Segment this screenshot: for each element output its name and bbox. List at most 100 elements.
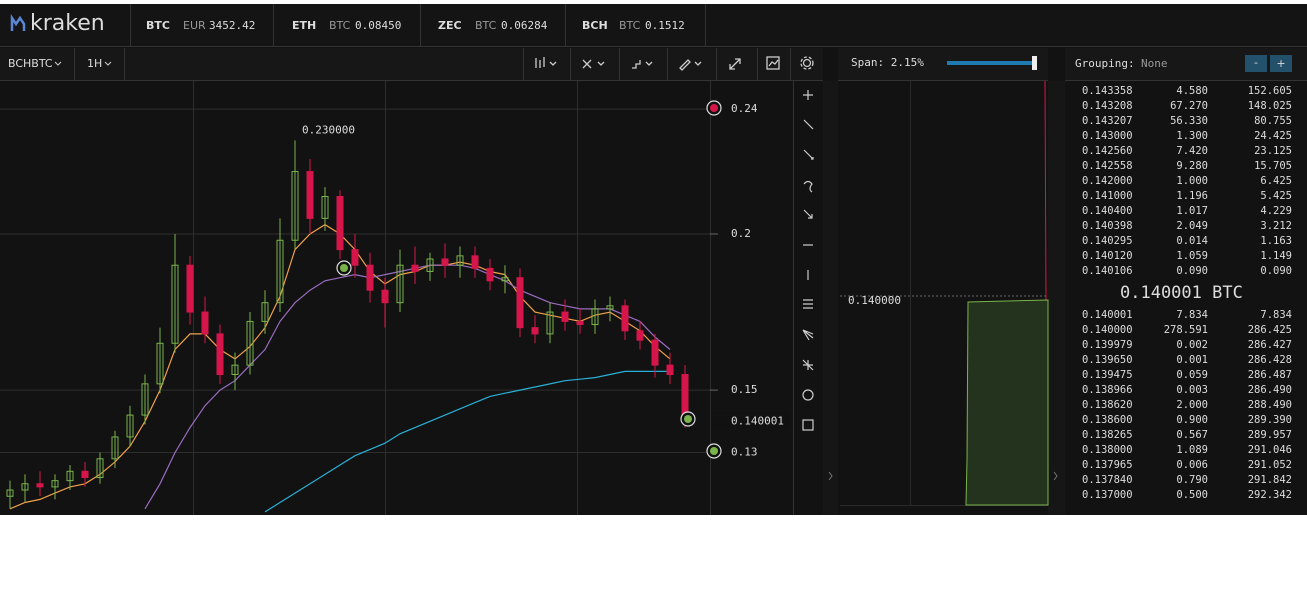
book-total: 148.025: [1248, 100, 1292, 112]
grouping-value[interactable]: None: [1141, 57, 1168, 70]
ticker-symbol: ETH: [292, 19, 316, 32]
book-amount: 1.000: [1176, 175, 1208, 187]
book-amount: 7.834: [1176, 309, 1208, 321]
candle-body: [456, 255, 464, 266]
book-total: 286.490: [1248, 384, 1292, 396]
candle-body: [666, 364, 674, 375]
book-price: 0.143208: [1082, 100, 1133, 112]
book-amount: 2.000: [1176, 399, 1208, 411]
candle-body: [96, 458, 104, 479]
last-price-marker: [712, 412, 790, 431]
interval-select[interactable]: 1H: [87, 57, 102, 70]
order-marker-dot: [684, 415, 692, 423]
book-amount: 0.006: [1176, 459, 1208, 471]
grouping-label: Grouping:: [1075, 57, 1135, 70]
collapse-strip[interactable]: [1048, 81, 1065, 515]
candle-body: [321, 196, 329, 219]
order-marker-dot: [340, 264, 348, 272]
ticker-price: 0.06284: [501, 19, 548, 32]
pair-select[interactable]: BCHBTC: [8, 57, 53, 70]
high-label: 0.230000: [302, 123, 355, 136]
depth-chart: [840, 80, 1049, 506]
book-price: 0.143358: [1082, 85, 1133, 97]
span-handle[interactable]: [1032, 56, 1037, 70]
book-price: 0.137840: [1082, 474, 1133, 486]
candle-body: [561, 311, 569, 322]
book-price: 0.139650: [1082, 354, 1133, 366]
book-amount: 0.003: [1176, 384, 1208, 396]
ticker-price: 0.08450: [355, 19, 401, 32]
candle-body: [516, 277, 524, 329]
book-total: 152.605: [1248, 85, 1292, 97]
depth-span: Span: 2.15%: [851, 56, 924, 69]
logo-mark: [10, 13, 26, 31]
candle-body: [591, 308, 599, 326]
book-price: 0.137965: [1082, 459, 1133, 471]
book-total: 5.425: [1260, 190, 1292, 202]
tickers: BTC EUR 3452.42 ETH BTC 0.08450 ZEC BTC 0.06284 B…: [146, 19, 685, 32]
drawing-tools[interactable]: [802, 90, 814, 431]
book-price: 0.140120: [1082, 250, 1133, 262]
candle-body: [606, 305, 614, 310]
book-amount: 2.049: [1176, 220, 1208, 232]
book-price: 0.142560: [1082, 145, 1133, 157]
book-amount: 0.059: [1176, 369, 1208, 381]
candle-body: [366, 264, 374, 291]
caret: [104, 61, 112, 66]
y-tick-label: 0.15: [731, 383, 758, 396]
group-minus-label: -: [1254, 56, 1258, 69]
group-plus-button[interactable]: [1270, 55, 1292, 72]
collapse-strip[interactable]: [823, 81, 838, 515]
orderbook: 0.143358 4.580 152.605 0.143208 67.270 148.02…: [1082, 85, 1292, 501]
candle-body: [66, 470, 74, 482]
book-total: 291.052: [1248, 459, 1292, 471]
book-price: 0.139979: [1082, 339, 1133, 351]
span-slider[interactable]: [947, 61, 1035, 65]
book-amount: 67.270: [1170, 100, 1208, 112]
candle-body: [216, 333, 224, 375]
book-price: 0.140400: [1082, 205, 1133, 217]
candle-body: [231, 364, 239, 375]
book-amount: 1.059: [1176, 250, 1208, 262]
ticker-symbol: BTC: [146, 19, 170, 32]
candle-body: [81, 470, 89, 479]
candle-body: [546, 311, 554, 335]
candle-body: [276, 239, 284, 304]
book-amount: 278.591: [1164, 324, 1208, 336]
book-amount: 4.580: [1176, 85, 1208, 97]
candle-body: [246, 320, 254, 366]
book-price: 0.138620: [1082, 399, 1133, 411]
book-amount: 1.300: [1176, 130, 1208, 142]
candle-body: [501, 277, 509, 282]
candle-body: [381, 289, 389, 304]
candle-body: [171, 264, 179, 344]
candle-body: [471, 255, 479, 269]
book-amount: 0.790: [1176, 474, 1208, 486]
candle-body: [141, 383, 149, 416]
depth-price: 0.140000: [848, 294, 901, 307]
book-total: 291.046: [1248, 444, 1292, 456]
logo[interactable]: kraken: [30, 11, 105, 36]
price-chart: 0.24 0.2 0.15 0.13 0.230000 0.140001: [0, 81, 790, 515]
ticker-symbol: ZEC: [438, 19, 462, 32]
ticker-symbol: BCH: [582, 19, 608, 32]
group-minus-button[interactable]: [1245, 55, 1267, 72]
book-total: 286.427: [1248, 339, 1292, 351]
book-price: 0.138000: [1082, 444, 1133, 456]
ticker-quote: BTC: [475, 19, 497, 32]
book-price: 0.142000: [1082, 175, 1133, 187]
book-price: 0.140106: [1082, 265, 1133, 277]
book-price: 0.138966: [1082, 384, 1133, 396]
candle-body: [411, 264, 419, 272]
book-price: 0.142558: [1082, 160, 1133, 172]
last-price-label: 0.140001: [731, 414, 784, 427]
book-amount: 0.002: [1176, 339, 1208, 351]
candle-body: [261, 302, 269, 322]
candle-body: [6, 489, 14, 497]
book-price: 0.140001: [1082, 309, 1133, 321]
book-total: 0.090: [1260, 265, 1292, 277]
header-bar: [0, 4, 1307, 46]
tool-icons[interactable]: [535, 56, 814, 71]
book-total: 7.834: [1260, 309, 1292, 321]
